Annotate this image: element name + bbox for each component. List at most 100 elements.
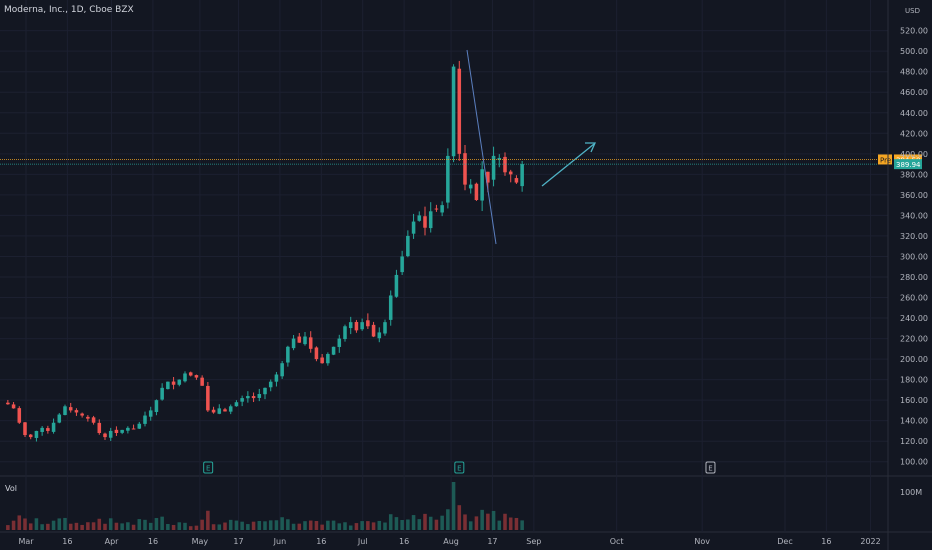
earnings-marker-icon[interactable] <box>454 461 465 474</box>
candle-body[interactable] <box>246 396 250 399</box>
candle-body[interactable] <box>354 321 359 331</box>
candle-body[interactable] <box>377 332 382 339</box>
candle-body[interactable] <box>51 422 56 432</box>
candle-body[interactable] <box>463 153 467 185</box>
candle-body[interactable] <box>166 381 170 390</box>
candle-body[interactable] <box>491 155 496 180</box>
candle-body[interactable] <box>343 326 347 340</box>
candle-body[interactable] <box>114 429 119 433</box>
candle-body[interactable] <box>268 381 273 388</box>
price-axis[interactable]: 100.00 120.00 140.00 160.00 180.00 200.00 220.… <box>887 0 928 550</box>
candle-body[interactable] <box>223 409 227 412</box>
candle-body[interactable] <box>303 336 307 345</box>
candle-body[interactable] <box>383 322 387 334</box>
candle-body[interactable] <box>503 156 507 173</box>
candle-body[interactable] <box>457 68 462 154</box>
candle-body[interactable] <box>46 428 50 431</box>
candle-body[interactable] <box>228 406 233 412</box>
candle-body[interactable] <box>108 430 113 438</box>
candle-body[interactable] <box>154 400 159 412</box>
candle-body[interactable] <box>423 216 427 228</box>
trend-line-drawing[interactable] <box>466 49 497 245</box>
candle-body[interactable] <box>17 408 22 423</box>
candle-body[interactable] <box>434 208 439 210</box>
candle-body[interactable] <box>143 415 147 424</box>
time-axis[interactable]: Mar 16 Apr 16 May 17 Jun 16 Jul 16 Aug 17 Sep Oct Nov D… <box>18 537 880 546</box>
candle-body[interactable] <box>126 427 130 431</box>
candle-body[interactable] <box>400 256 404 273</box>
candle-body[interactable] <box>200 377 204 386</box>
candle-body[interactable] <box>80 413 84 416</box>
candle-body[interactable] <box>11 404 16 409</box>
candle-body[interactable] <box>63 406 67 415</box>
arrow-drawing[interactable] <box>541 143 595 187</box>
candle-body[interactable] <box>451 66 456 157</box>
candle-body[interactable] <box>360 322 364 330</box>
candle-body[interactable] <box>234 402 239 407</box>
candle-body[interactable] <box>411 221 416 234</box>
candle-body[interactable] <box>326 353 330 364</box>
candle-body[interactable] <box>480 169 484 201</box>
candle-body[interactable] <box>291 338 296 349</box>
candle-body[interactable] <box>417 215 422 221</box>
candle-body[interactable] <box>394 274 399 297</box>
candle-body[interactable] <box>34 430 39 438</box>
candle-body[interactable] <box>97 422 102 433</box>
candles[interactable] <box>6 60 524 442</box>
candle-body[interactable] <box>148 410 153 417</box>
candle-body[interactable] <box>468 184 473 189</box>
candle-body[interactable] <box>103 433 107 438</box>
candle-body[interactable] <box>177 379 182 385</box>
candle-body[interactable] <box>28 434 33 438</box>
candle-body[interactable] <box>91 417 96 423</box>
candle-body[interactable] <box>40 427 44 432</box>
candle-body[interactable] <box>206 385 210 411</box>
candle-body[interactable] <box>183 373 187 382</box>
candle-body[interactable] <box>131 428 136 430</box>
candle-body[interactable] <box>514 178 519 183</box>
candle-body[interactable] <box>171 381 176 385</box>
candle-body[interactable] <box>388 295 393 320</box>
candle-body[interactable] <box>508 171 513 175</box>
candle-body[interactable] <box>86 416 90 419</box>
candle-body[interactable] <box>68 407 73 411</box>
candle-body[interactable] <box>194 375 199 378</box>
candle-body[interactable] <box>337 338 342 347</box>
candle-body[interactable] <box>320 357 324 364</box>
candle-body[interactable] <box>371 324 376 337</box>
candle-body[interactable] <box>520 164 524 187</box>
candle-body[interactable] <box>406 235 410 257</box>
candle-body[interactable] <box>251 396 256 399</box>
candle-body[interactable] <box>474 183 479 201</box>
candle-body[interactable] <box>6 402 10 405</box>
candle-body[interactable] <box>286 346 290 363</box>
candle-body[interactable] <box>366 320 370 327</box>
candle-body[interactable] <box>446 155 450 203</box>
candle-body[interactable] <box>274 374 279 382</box>
candle-body[interactable] <box>331 346 336 355</box>
candle-body[interactable] <box>440 205 444 213</box>
candle-body[interactable] <box>74 410 79 413</box>
drawings[interactable] <box>466 49 597 245</box>
candle-body[interactable] <box>120 429 124 433</box>
earnings-marker-icon[interactable] <box>705 461 716 474</box>
candle-body[interactable] <box>314 347 319 360</box>
candle-body[interactable] <box>297 336 302 343</box>
candle-body[interactable] <box>348 322 353 329</box>
candle-body[interactable] <box>497 157 502 160</box>
candle-body[interactable] <box>137 423 142 429</box>
candle-body[interactable] <box>428 211 433 229</box>
candle-body[interactable] <box>23 422 27 436</box>
candle-body[interactable] <box>257 393 262 398</box>
candle-body[interactable] <box>160 387 164 400</box>
candle-body[interactable] <box>486 171 490 183</box>
candle-body[interactable] <box>211 409 216 413</box>
candle-body[interactable] <box>217 408 222 414</box>
candle-body[interactable] <box>188 372 193 376</box>
candle-body[interactable] <box>263 387 267 395</box>
candle-body[interactable] <box>308 337 313 349</box>
earnings-marker-icon[interactable] <box>203 461 214 474</box>
candle-body[interactable] <box>57 414 62 423</box>
